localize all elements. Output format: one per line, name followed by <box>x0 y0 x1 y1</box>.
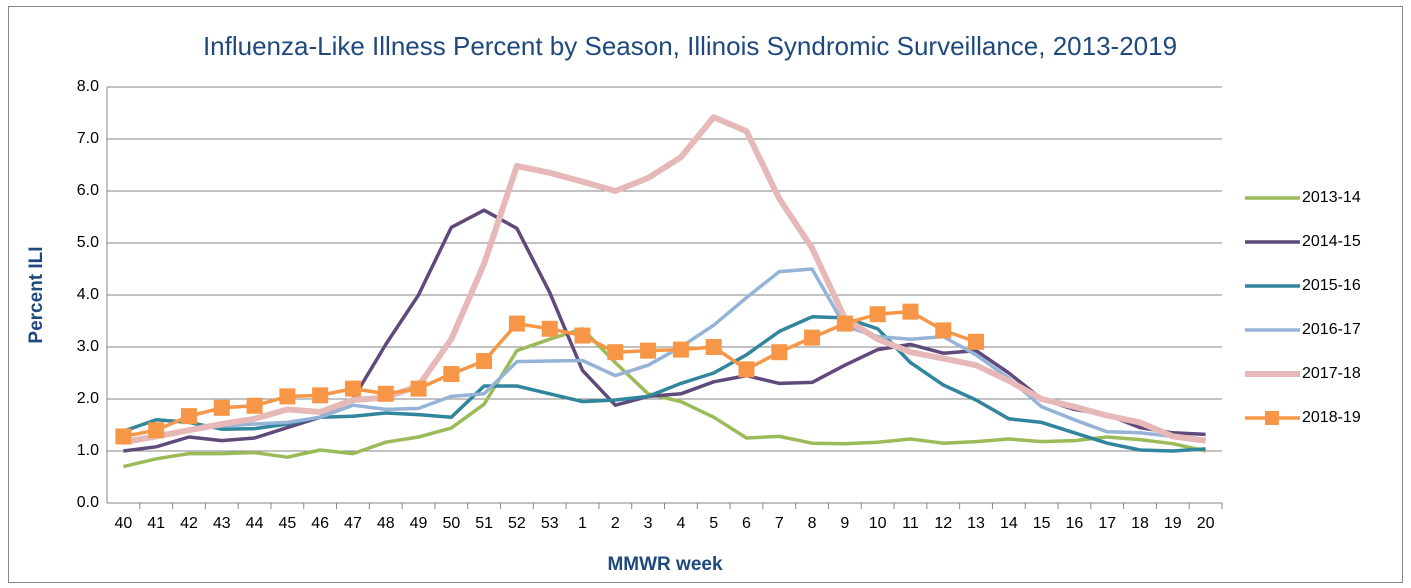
legend-label: 2014-15 <box>1302 233 1361 250</box>
x-tick-label: 49 <box>410 515 428 532</box>
x-tick-label: 51 <box>475 515 493 532</box>
series-marker <box>640 342 657 359</box>
x-tick-label: 18 <box>1131 515 1149 532</box>
x-tick-label: 8 <box>808 515 817 532</box>
series-marker <box>377 385 394 402</box>
series-marker <box>246 397 263 414</box>
series-marker <box>279 388 296 405</box>
series-marker <box>148 422 165 439</box>
x-tick-label: 7 <box>775 515 784 532</box>
y-axis-label: Percent ILI <box>26 246 47 343</box>
y-tick-label: 2.0 <box>77 390 99 407</box>
x-tick-label: 6 <box>742 515 751 532</box>
y-tick-label: 8.0 <box>77 78 99 95</box>
series-marker <box>935 322 952 339</box>
x-tick-label: 20 <box>1197 515 1215 532</box>
series-marker <box>771 344 788 361</box>
series-marker <box>443 366 460 383</box>
x-tick-label: 15 <box>1033 515 1051 532</box>
x-tick-label: 43 <box>213 515 231 532</box>
x-tick-label: 9 <box>840 515 849 532</box>
series-marker <box>213 399 230 416</box>
x-tick-label: 4 <box>676 515 685 532</box>
series-line <box>122 114 1206 446</box>
x-tick-label: 3 <box>644 515 653 532</box>
series-marker <box>410 380 427 397</box>
legend-label: 2016-17 <box>1302 321 1361 338</box>
x-tick-label: 48 <box>377 515 395 532</box>
x-tick-label: 40 <box>114 515 132 532</box>
legend-label: 2013-14 <box>1302 189 1361 206</box>
x-tick-label: 10 <box>869 515 887 532</box>
y-tick-label: 7.0 <box>77 130 99 147</box>
y-tick-label: 3.0 <box>77 338 99 355</box>
series-marker <box>836 315 853 332</box>
x-tick-label: 12 <box>934 515 952 532</box>
y-tick-label: 4.0 <box>77 286 99 303</box>
x-tick-label: 52 <box>508 515 526 532</box>
x-tick-label: 47 <box>344 515 362 532</box>
x-tick-label: 42 <box>180 515 198 532</box>
series-line <box>123 208 1206 453</box>
series-marker <box>476 353 493 370</box>
x-tick-label: 46 <box>311 515 329 532</box>
series-marker <box>607 344 624 361</box>
series-marker <box>115 428 132 445</box>
legend-marker <box>1265 411 1279 425</box>
x-tick-label: 53 <box>541 515 559 532</box>
series-marker <box>672 341 689 358</box>
x-tick-label: 45 <box>278 515 296 532</box>
x-tick-label: 16 <box>1066 515 1084 532</box>
x-tick-label: 19 <box>1164 515 1182 532</box>
series-marker <box>968 333 985 350</box>
x-tick-label: 14 <box>1000 515 1018 532</box>
x-tick-label: 2 <box>611 515 620 532</box>
y-tick-label: 5.0 <box>77 234 99 251</box>
x-tick-label: 1 <box>578 515 587 532</box>
legend-label: 2018-19 <box>1302 409 1361 426</box>
series-marker <box>902 303 919 320</box>
x-tick-label: 17 <box>1098 515 1116 532</box>
y-tick-label: 0.0 <box>77 494 99 511</box>
series-marker <box>869 306 886 323</box>
x-tick-label: 44 <box>246 515 264 532</box>
series-marker <box>574 327 591 344</box>
series-marker <box>804 329 821 346</box>
series-marker <box>705 339 722 355</box>
x-tick-label: 50 <box>442 515 460 532</box>
x-tick-label: 13 <box>967 515 985 532</box>
series-marker <box>344 380 361 397</box>
series-marker <box>738 361 755 378</box>
legend-label: 2017-18 <box>1302 365 1361 382</box>
legend-label: 2015-16 <box>1302 277 1361 294</box>
series-line <box>122 327 1206 469</box>
chart-title: Influenza-Like Illness Percent by Season… <box>203 31 1177 61</box>
series-marker <box>180 408 197 425</box>
y-tick-label: 1.0 <box>77 442 99 459</box>
y-tick-label: 6.0 <box>77 182 99 199</box>
x-tick-label: 5 <box>709 515 718 532</box>
series-marker <box>508 315 525 332</box>
x-tick-label: 11 <box>902 515 919 532</box>
x-axis-label: MMWR week <box>607 554 723 575</box>
x-tick-label: 41 <box>147 515 165 532</box>
series-marker <box>312 387 329 404</box>
series-marker <box>541 320 558 337</box>
